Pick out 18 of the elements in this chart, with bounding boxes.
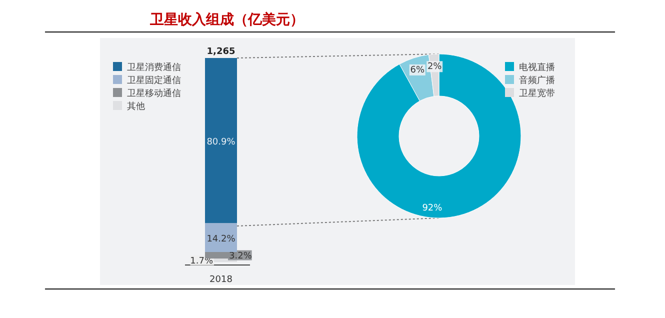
legend-label: 其他 — [127, 101, 145, 112]
legend-label: 音频广播 — [519, 75, 555, 86]
data-label: 3.2% — [229, 251, 252, 262]
bar — [205, 58, 237, 224]
chart-title: 卫星收入组成（亿美元） — [149, 11, 304, 28]
annotation: 1,265 — [206, 47, 236, 57]
data-label: 92% — [422, 204, 443, 214]
legend-label: 卫星移动通信 — [127, 88, 181, 99]
legend-label: 卫星消费通信 — [127, 62, 181, 73]
data-label: 2% — [427, 62, 442, 72]
x-tick-label: 2018 — [210, 275, 233, 285]
data-label: 14.2% — [206, 234, 236, 245]
data-label: 80.9% — [206, 138, 236, 148]
legend-label: 卫星固定通信 — [127, 75, 181, 86]
data-label: 6% — [410, 65, 425, 76]
legend-label: 卫星宽带 — [519, 88, 555, 99]
legend-label: 电视直播 — [519, 62, 555, 73]
bar — [205, 223, 237, 252]
